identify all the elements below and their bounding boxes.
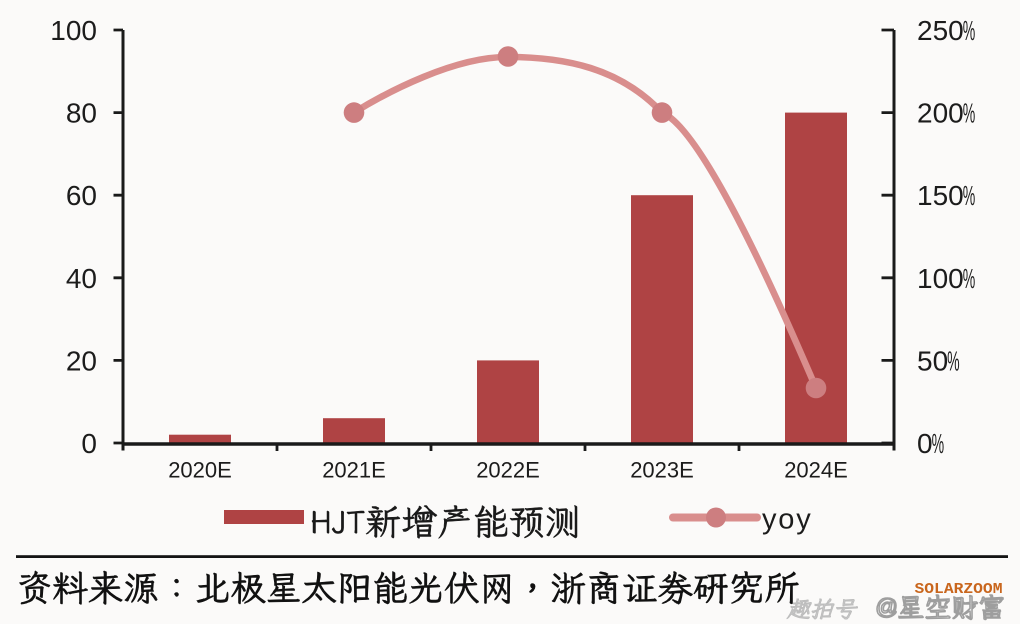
svg-text:%: % <box>932 428 945 459</box>
svg-text:2023E: 2023E <box>630 458 694 483</box>
svg-text:150: 150 <box>917 180 964 211</box>
svg-text:%: % <box>963 98 976 129</box>
svg-text:20: 20 <box>66 345 97 376</box>
svg-text:SOLARZOOM: SOLARZOOM <box>915 582 1003 598</box>
svg-text:%: % <box>947 345 960 376</box>
svg-text:2022E: 2022E <box>476 458 540 483</box>
svg-text:100: 100 <box>917 263 964 294</box>
svg-text:100: 100 <box>50 15 97 46</box>
svg-text:2024E: 2024E <box>784 458 848 483</box>
svg-text:40: 40 <box>66 263 97 294</box>
svg-text:%: % <box>963 180 976 211</box>
svg-text:60: 60 <box>66 180 97 211</box>
svg-text:%: % <box>963 15 976 46</box>
svg-text:250: 250 <box>917 15 964 46</box>
svg-text:yoy: yoy <box>762 504 813 536</box>
svg-text:200: 200 <box>917 98 964 129</box>
svg-text:%: % <box>963 263 976 294</box>
svg-text:0: 0 <box>917 428 933 459</box>
svg-text:0: 0 <box>81 428 97 459</box>
svg-text:2020E: 2020E <box>168 458 232 483</box>
svg-text:80: 80 <box>66 98 97 129</box>
svg-text:2021E: 2021E <box>322 458 386 483</box>
svg-text:50: 50 <box>917 345 948 376</box>
